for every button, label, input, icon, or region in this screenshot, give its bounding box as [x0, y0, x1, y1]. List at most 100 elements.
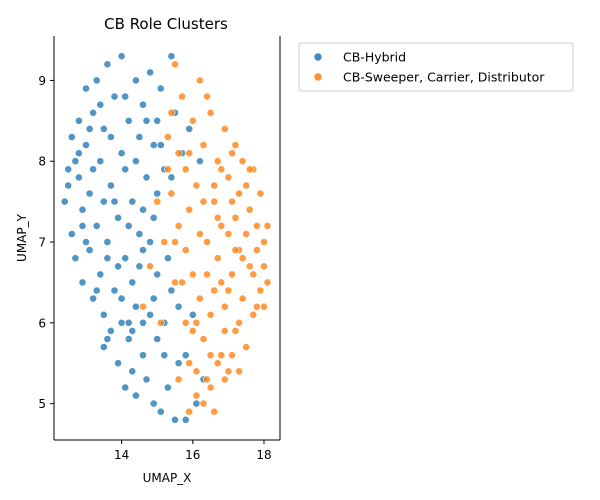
point-series-1-2 [153, 197, 162, 206]
point-series-0-16 [92, 221, 101, 230]
point-series-1-56 [260, 262, 268, 271]
point-series-1-94 [192, 367, 201, 376]
point-series-1-24 [203, 238, 211, 246]
point-series-0-78 [89, 165, 97, 174]
point-series-1-67 [213, 213, 222, 222]
point-series-0-23 [103, 238, 112, 246]
point-series-1-33 [217, 221, 226, 230]
legend-marker [313, 72, 323, 82]
point-series-1-17 [188, 270, 197, 279]
point-series-1-79 [210, 286, 219, 295]
point-series-1-38 [228, 270, 236, 279]
point-series-0-8 [78, 205, 87, 214]
point-series-1-32 [217, 351, 226, 360]
point-series-0-0 [60, 197, 69, 206]
point-series-1-83 [238, 254, 247, 263]
point-series-1-81 [224, 286, 233, 295]
x-axis-label: UMAP_X [143, 471, 192, 485]
point-series-0-36 [124, 335, 133, 343]
point-series-0-97 [135, 262, 144, 271]
point-series-1-4 [160, 238, 169, 246]
point-series-0-38 [128, 367, 137, 376]
point-series-0-29 [114, 213, 122, 222]
point-series-0-73 [195, 157, 204, 166]
point-series-0-88 [160, 351, 169, 360]
point-series-0-15 [92, 76, 101, 85]
point-series-0-4 [71, 254, 80, 263]
point-series-1-9 [174, 375, 183, 384]
point-series-1-49 [245, 205, 254, 214]
point-series-0-47 [139, 246, 147, 254]
point-series-0-84 [131, 157, 140, 166]
point-series-1-60 [163, 165, 172, 174]
point-series-1-11 [178, 92, 186, 101]
point-series-0-1 [64, 165, 73, 174]
point-series-0-2 [67, 133, 76, 141]
point-series-1-65 [199, 197, 208, 206]
x-tick-label: 18 [256, 448, 271, 462]
point-series-0-71 [188, 310, 197, 319]
point-series-1-75 [181, 246, 190, 254]
point-series-0-20 [99, 310, 108, 319]
point-series-1-15 [185, 205, 194, 214]
point-series-1-19 [192, 181, 201, 190]
point-series-1-92 [235, 367, 243, 376]
point-series-0-52 [146, 68, 154, 77]
point-series-1-0 [139, 302, 147, 311]
point-series-0-44 [135, 133, 144, 141]
point-series-0-48 [139, 100, 147, 109]
point-series-1-70 [235, 318, 243, 327]
point-series-1-98 [224, 230, 233, 238]
point-series-1-91 [228, 351, 236, 360]
x-ticks: 14 16 18 [114, 440, 272, 462]
point-series-1-64 [192, 318, 201, 327]
point-series-1-7 [171, 60, 179, 69]
point-series-1-50 [249, 310, 258, 319]
point-series-1-84 [245, 165, 254, 174]
point-series-1-99 [231, 246, 240, 254]
point-series-0-40 [128, 197, 137, 206]
point-series-1-73 [167, 108, 176, 117]
point-series-1-66 [206, 351, 215, 360]
point-series-1-10 [174, 221, 183, 230]
point-series-1-46 [242, 230, 251, 238]
point-series-0-12 [85, 189, 94, 198]
axes [53, 36, 281, 441]
point-series-0-49 [142, 375, 151, 384]
point-series-1-87 [199, 399, 208, 408]
point-series-0-67 [174, 359, 183, 368]
point-series-0-19 [99, 343, 108, 351]
point-series-0-22 [103, 60, 112, 69]
point-series-0-57 [153, 270, 162, 279]
point-series-1-97 [217, 278, 226, 287]
point-series-0-98 [142, 116, 151, 125]
point-series-0-99 [149, 294, 158, 303]
point-series-1-62 [178, 278, 186, 287]
point-series-1-3 [156, 318, 165, 327]
point-series-0-89 [167, 173, 176, 182]
point-series-0-94 [114, 262, 122, 271]
point-series-1-40 [231, 213, 240, 222]
legend-label: CB-Sweeper, Carrier, Distributor [343, 70, 545, 85]
point-series-1-86 [260, 302, 268, 311]
point-series-0-35 [121, 165, 130, 174]
point-series-1-37 [224, 367, 233, 376]
point-series-0-59 [156, 84, 165, 93]
point-series-1-8 [171, 278, 179, 287]
point-series-0-11 [85, 246, 94, 254]
point-series-1-44 [238, 294, 247, 303]
point-series-1-12 [181, 318, 190, 327]
point-series-0-96 [128, 326, 137, 335]
point-series-0-21 [99, 124, 108, 133]
point-series-0-83 [124, 221, 133, 230]
point-series-1-77 [195, 230, 204, 238]
point-series-1-93 [185, 407, 194, 416]
point-series-0-85 [139, 318, 147, 327]
point-series-0-81 [110, 197, 119, 206]
point-series-0-3 [67, 230, 76, 238]
point-series-0-28 [114, 359, 122, 368]
point-series-0-76 [75, 149, 83, 158]
y-tick-label: 7 [38, 236, 46, 250]
point-series-1-22 [199, 335, 208, 343]
